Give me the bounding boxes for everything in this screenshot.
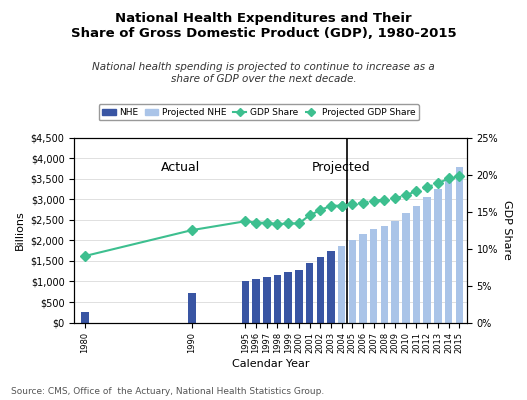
Bar bbox=[455, 167, 463, 322]
Bar bbox=[81, 312, 89, 322]
Bar bbox=[252, 280, 260, 322]
Bar bbox=[317, 257, 324, 322]
Bar bbox=[348, 240, 356, 322]
Bar bbox=[338, 246, 345, 322]
Bar bbox=[188, 293, 196, 322]
Bar bbox=[295, 270, 302, 322]
Bar bbox=[370, 229, 377, 322]
Text: Projected: Projected bbox=[312, 161, 370, 174]
Text: Actual: Actual bbox=[161, 161, 200, 174]
Bar bbox=[434, 190, 442, 322]
Bar bbox=[285, 272, 292, 322]
Bar bbox=[242, 281, 249, 322]
Bar bbox=[413, 206, 420, 322]
Text: National Health Expenditures and Their
Share of Gross Domestic Product (GDP), 19: National Health Expenditures and Their S… bbox=[71, 12, 456, 40]
X-axis label: Calendar Year: Calendar Year bbox=[232, 359, 309, 369]
Bar bbox=[380, 226, 388, 322]
Bar bbox=[274, 275, 281, 322]
Y-axis label: Billions: Billions bbox=[15, 210, 25, 250]
Text: Source: CMS, Office of  the Actuary, National Health Statistics Group.: Source: CMS, Office of the Actuary, Nati… bbox=[11, 387, 324, 396]
Bar bbox=[327, 252, 335, 322]
Bar bbox=[402, 213, 409, 322]
Bar bbox=[263, 277, 270, 322]
Bar bbox=[392, 221, 399, 322]
Bar bbox=[424, 197, 431, 322]
Bar bbox=[306, 263, 313, 322]
Text: National health spending is projected to continue to increase as a
share of GDP : National health spending is projected to… bbox=[92, 62, 435, 84]
Legend: NHE, Projected NHE, GDP Share, Projected GDP Share: NHE, Projected NHE, GDP Share, Projected… bbox=[99, 104, 419, 120]
Bar bbox=[445, 178, 452, 322]
Y-axis label: GDP Share: GDP Share bbox=[502, 200, 512, 260]
Bar bbox=[359, 234, 367, 322]
Bar bbox=[338, 246, 345, 322]
